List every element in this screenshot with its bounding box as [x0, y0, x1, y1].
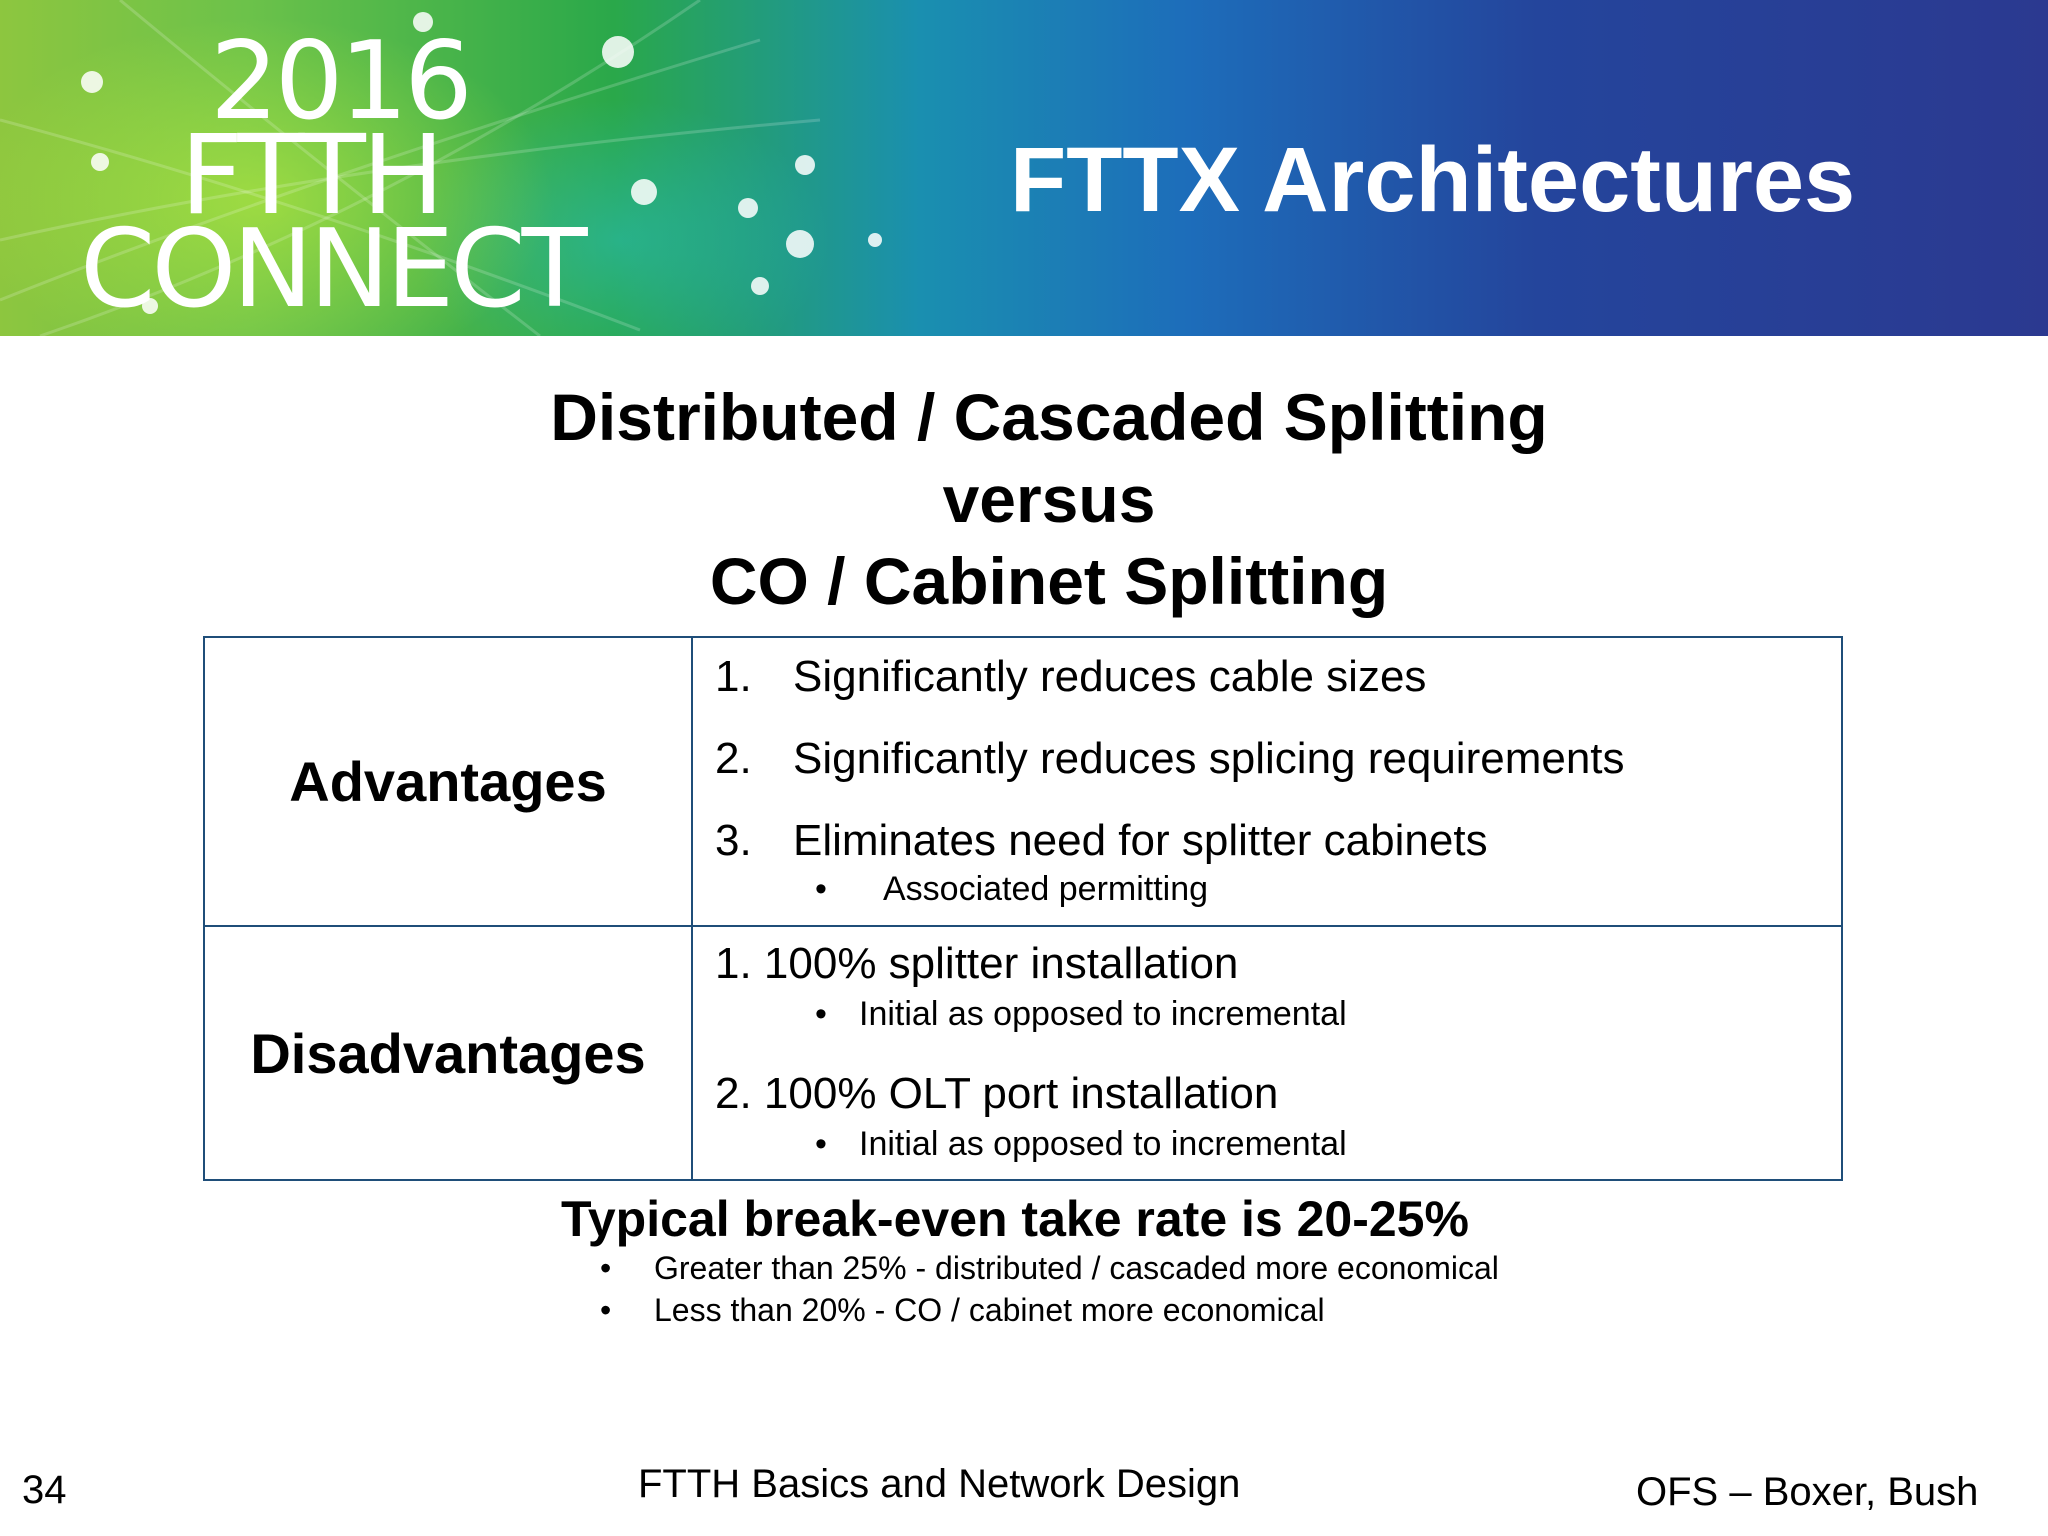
bullet-dot: • [815, 870, 827, 908]
item-text: Eliminates need for splitter cabinets [793, 816, 1488, 865]
sub-bullet-text: Initial as opposed to incremental [859, 1125, 1347, 1163]
bullet-dot: • [600, 1250, 612, 1286]
summary-title: Typical break-even take rate is 20-25% [561, 1191, 1469, 1247]
comparison-table: Advantages 1. Significantly reduces cabl… [203, 636, 1843, 1181]
item-number: 3. [715, 816, 752, 865]
footer-authors: OFS – Boxer, Bush [1636, 1470, 1979, 1514]
fiber-light-decoration [0, 0, 882, 336]
ftth-connect-logo: 2016 FTTH CONNECT [80, 20, 600, 330]
table-row-disadvantages: Disadvantages 1. 100% splitter installat… [203, 925, 1843, 1181]
logo-year: 2016 [210, 19, 473, 144]
header-banner: 2016 FTTH CONNECT FTTX Architectures [0, 0, 2048, 336]
footer-course-title: FTTH Basics and Network Design [638, 1462, 1241, 1506]
slide-heading: Distributed / Cascaded Splitting versus … [0, 376, 2048, 622]
disadvantage-item: 2. 100% OLT port installation [715, 1069, 1279, 1118]
sub-bullet-text: Associated permitting [883, 870, 1209, 908]
table-row-advantages: Advantages 1. Significantly reduces cabl… [203, 636, 1843, 927]
heading-line-2: versus [942, 462, 1156, 536]
bullet-dot: • [815, 1125, 827, 1163]
item-text: Significantly reduces cable sizes [793, 652, 1427, 701]
advantages-content: 1. Significantly reduces cable sizes 2. … [691, 636, 1843, 927]
sub-bullet-text: Initial as opposed to incremental [859, 995, 1347, 1033]
summary-bullet-text: Greater than 25% - distributed / cascade… [654, 1250, 1499, 1286]
bullet-dot: • [600, 1292, 612, 1328]
banner-glow [0, 0, 2048, 336]
disadvantage-item: 1. 100% splitter installation [715, 939, 1239, 988]
heading-line-3: CO / Cabinet Splitting [709, 544, 1389, 618]
item-number: 1. [715, 652, 752, 701]
advantages-label: Advantages [203, 636, 693, 927]
heading-line-1: Distributed / Cascaded Splitting [550, 380, 1548, 454]
slide-number: 34 [22, 1468, 67, 1512]
bullet-dot: • [815, 995, 827, 1033]
disadvantages-content: 1. 100% splitter installation • Initial … [691, 925, 1843, 1181]
summary-bullet-text: Less than 20% - CO / cabinet more econom… [654, 1292, 1325, 1328]
slide-title: FTTX Architectures [1010, 129, 1856, 231]
logo-ftth: FTTH [180, 111, 445, 239]
item-text: Significantly reduces splicing requireme… [793, 734, 1625, 783]
logo-connect: CONNECT [80, 207, 588, 332]
disadvantages-label: Disadvantages [203, 925, 693, 1181]
item-number: 2. [715, 734, 752, 783]
